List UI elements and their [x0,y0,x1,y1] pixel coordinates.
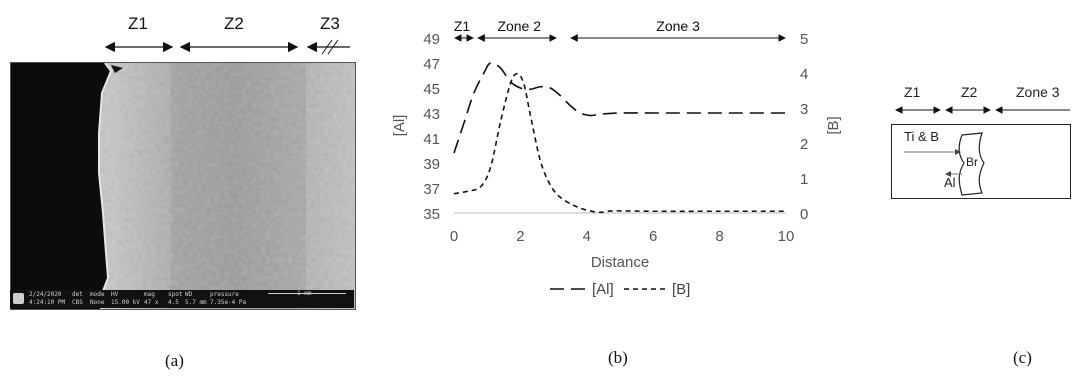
boride-layer-shape [958,132,985,196]
sem-hv-value: 15.00 kV [111,299,140,306]
dark-substrate [11,63,111,309]
zone-arrows-a [104,39,350,55]
axis-break-mark [321,39,333,55]
zone-label-z3: Z3 [320,14,340,33]
x-axis-title: Distance [591,254,649,271]
sem-mag-value: 47 x [144,299,159,306]
label-ti-b: Ti & B [904,129,939,144]
sem-hv-label: HV [111,291,119,298]
zone-label-b-1: Z1 [454,18,471,34]
zone-label-c-z1: Z1 [904,84,921,100]
series-line-b [453,72,786,214]
x-tick-label: 10 [778,228,795,245]
zone-label-c-zone3: Zone 3 [1016,84,1060,100]
sem-logo [13,293,24,304]
sem-det-value: CBS [72,299,83,306]
y-tick-label: 41 [423,131,440,148]
sem-mode-value: None [90,299,105,306]
diffusion-schematic: Ti & B Br Al [891,124,1071,199]
sem-spot-value: 4.5 [168,299,179,306]
zone-label-c-z2: Z2 [961,84,978,100]
y-tick-label: 49 [423,31,440,48]
x-tick-label: 6 [649,228,657,245]
sem-scale-label: 1 mm [297,290,312,297]
series-line-al [453,62,786,154]
y-tick-label: 45 [423,81,440,98]
x-tick-label: 2 [516,228,524,245]
sem-wd-value: 5.7 mm [185,299,207,306]
zone-label-b-2: Zone 2 [497,18,541,34]
zone-label-b-3: Zone 3 [656,18,700,34]
y-tick-label: 39 [423,156,440,173]
legend-label-al: [Al] [592,281,614,298]
y-tick-label: 35 [423,206,440,223]
schematic-drawing [904,132,985,196]
y2-tick-label: 4 [800,66,808,83]
y2-tick-label: 0 [800,206,808,223]
y2-tick-label: 5 [800,31,808,48]
zone-label-z1: Z1 [128,14,148,33]
y-axis-title: [Al] [391,115,408,137]
axis-break-mark [327,39,339,55]
sem-mode-label: mode [90,291,105,298]
y2-tick-label: 2 [800,136,808,153]
sem-pressure-value: 7.35e-4 Pa [210,299,247,306]
sem-date: 2/24/2020 [29,291,62,298]
sem-mag-label: mag [144,291,155,298]
sem-wd-label: WD [185,291,193,298]
y2-tick-label: 1 [800,171,808,188]
sem-time: 4:24:10 PM [29,299,66,306]
label-br: Br [966,155,978,169]
caption-b: (b) [608,348,628,367]
y-tick-label: 43 [423,106,440,123]
y2-axis-title: [B] [825,116,842,134]
sem-info-bar: 2/24/2020 4:24:10 PM det CBS mode None H… [10,290,354,308]
caption-a: (a) [165,351,184,370]
zone-label-z2: Z2 [224,14,244,33]
zone-arrows-c [894,106,1070,114]
label-al: Al [944,175,956,190]
y-tick-label: 47 [423,56,440,73]
y2-tick-label: 3 [800,101,808,118]
x-tick-label: 4 [583,228,591,245]
chart-legend: [Al] [B] [550,281,690,298]
sem-scale-bar [268,293,346,294]
x-tick-label: 0 [450,228,458,245]
zone-annotations: Z1 Zone 2 Zone 3 [454,18,787,42]
sem-micrograph [10,62,356,310]
sem-pressure-label: pressure [210,291,239,298]
sem-spot-label: spot [168,291,183,298]
x-tick-label: 8 [715,228,723,245]
chart-series [453,62,786,214]
sem-det-label: det [72,291,83,298]
y-tick-label: 37 [423,181,440,198]
caption-c: (c) [1013,348,1032,367]
legend-label-b: [B] [672,281,690,298]
sem-image [11,63,355,309]
